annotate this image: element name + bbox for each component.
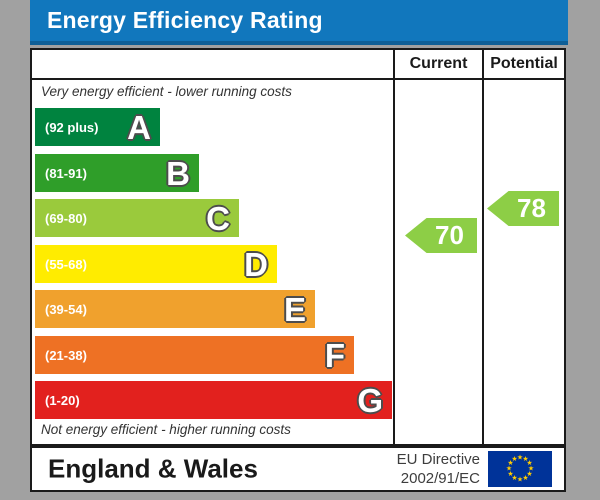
- band-letter: G: [357, 381, 383, 419]
- eu-flag-star: ★: [526, 459, 532, 467]
- column-header-potential: Potential: [490, 55, 558, 72]
- eu-flag-star: ★: [511, 455, 517, 463]
- band-g: (1-20) G: [35, 381, 392, 419]
- eu-directive-text: EU Directive 2002/91/EC: [397, 450, 480, 488]
- potential-rating-value: 78: [517, 193, 546, 223]
- band-c: (69-80) C: [35, 199, 239, 237]
- band-f: (21-38) F: [35, 336, 354, 374]
- column-divider: [393, 50, 395, 444]
- eu-flag-star: ★: [526, 470, 532, 478]
- eu-flag-star: ★: [517, 454, 523, 462]
- band-range-label: (39-54): [45, 301, 87, 317]
- caption-top: Very energy efficient - lower running co…: [41, 84, 292, 99]
- band-letter: E: [283, 290, 306, 328]
- eu-directive-line2: 2002/91/EC: [400, 470, 480, 487]
- eu-flag-star: ★: [522, 455, 528, 463]
- band-range-label: (1-20): [45, 392, 80, 408]
- region-label: England & Wales: [48, 453, 258, 484]
- footer-bar: England & Wales EU Directive 2002/91/EC …: [30, 446, 566, 492]
- page-title: Energy Efficiency Rating: [47, 7, 323, 33]
- band-range-label: (69-80): [45, 210, 87, 226]
- band-letter: B: [166, 154, 190, 192]
- band-range-label: (21-38): [45, 347, 87, 363]
- column-divider: [482, 50, 484, 444]
- rating-table: Current Potential Very energy efficient …: [30, 48, 566, 446]
- table-header-row: Current Potential: [32, 50, 564, 80]
- column-header-current: Current: [409, 55, 468, 72]
- band-range-label: (81-91): [45, 165, 87, 181]
- band-e: (39-54) E: [35, 290, 315, 328]
- eu-flag-icon: ★ ★★★★★★★★★★★: [488, 451, 552, 487]
- eu-flag-star: ★: [517, 476, 523, 484]
- band-b: (81-91) B: [35, 154, 199, 192]
- band-letter: F: [324, 336, 345, 374]
- caption-bottom: Not energy efficient - higher running co…: [41, 422, 291, 437]
- band-letter: A: [127, 108, 151, 146]
- title-bar: Energy Efficiency Rating: [30, 0, 568, 45]
- band-a: (92 plus) A: [35, 108, 160, 146]
- eu-flag-star: ★: [528, 465, 534, 473]
- eu-flag-star: ★: [507, 470, 513, 478]
- band-letter: D: [244, 245, 268, 283]
- eu-flag-star: ★: [506, 465, 512, 473]
- eu-flag-star: ★: [522, 474, 528, 482]
- band-d: (55-68) D: [35, 245, 277, 283]
- eu-flag-star: ★: [507, 459, 513, 467]
- current-rating-value: 70: [435, 220, 464, 250]
- current-rating-arrow: 70: [405, 218, 477, 253]
- eu-directive-line1: EU Directive: [396, 451, 480, 468]
- potential-rating-arrow: 78: [487, 191, 559, 226]
- band-letter: C: [206, 199, 230, 237]
- eu-flag-star: ★: [511, 474, 517, 482]
- band-range-label: (92 plus): [45, 119, 99, 135]
- band-range-label: (55-68): [45, 256, 87, 272]
